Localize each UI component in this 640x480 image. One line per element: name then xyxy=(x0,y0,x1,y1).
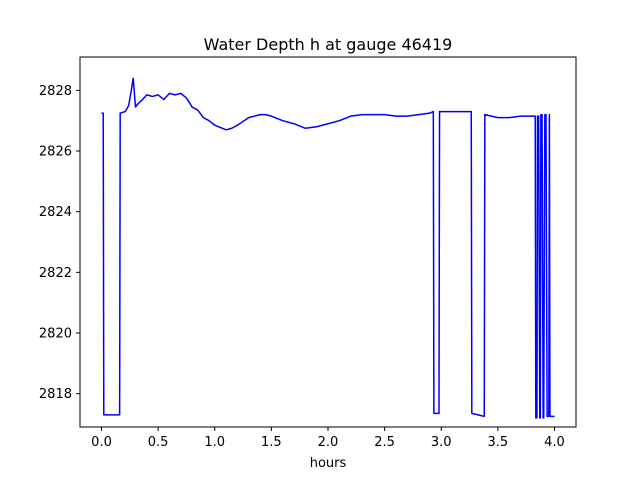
series-layer xyxy=(101,77,555,419)
y-tick-label: 2818 xyxy=(39,387,72,402)
x-tick-label: 3.0 xyxy=(431,435,452,450)
y-tick-label: 2828 xyxy=(39,84,72,99)
chart-title: Water Depth h at gauge 46419 xyxy=(204,35,453,54)
series-line xyxy=(101,77,555,419)
x-tick-label: 1.5 xyxy=(261,435,282,450)
x-tick-label: 0.5 xyxy=(148,435,169,450)
x-tick-label: 1.0 xyxy=(204,435,225,450)
x-axis: 0.0 0.5 1.0 1.5 2.0 2.5 3.0 3.5 4.0 xyxy=(91,427,565,450)
x-tick-label: 3.5 xyxy=(488,435,509,450)
y-tick-label: 2824 xyxy=(39,205,72,220)
y-tick-label: 2820 xyxy=(39,326,72,341)
x-tick-label: 2.0 xyxy=(318,435,339,450)
y-axis: 2818 2820 2822 2824 2826 2828 xyxy=(39,84,80,402)
x-tick-label: 0.0 xyxy=(91,435,112,450)
x-tick-label: 2.5 xyxy=(374,435,395,450)
x-tick-label: 4.0 xyxy=(544,435,565,450)
y-tick-label: 2822 xyxy=(39,266,72,281)
x-axis-label: hours xyxy=(310,456,347,471)
y-tick-label: 2826 xyxy=(39,145,72,160)
